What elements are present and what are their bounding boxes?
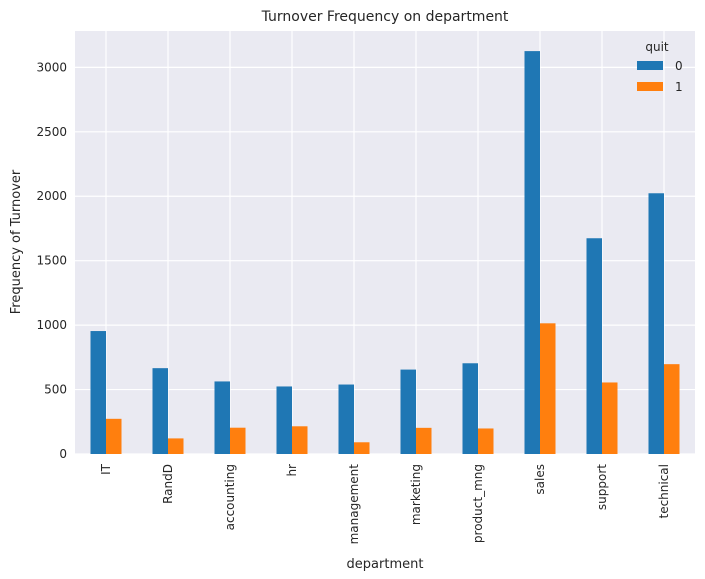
chart-title: Turnover Frequency on department [261,9,509,25]
bar-IT-series-1 [106,418,122,454]
bar-technical-series-0 [648,193,664,454]
legend: quit 0 1 [637,40,683,94]
bars [90,51,680,455]
y-tick-label: 2000 [36,189,67,203]
x-axis-label: department [347,557,424,572]
bar-RandD-series-1 [168,438,184,454]
x-tick-label: accounting [223,464,237,530]
x-tick-label: product_mng [471,464,485,543]
legend-label-1: 1 [675,80,683,94]
y-tick-label: 1000 [36,318,67,332]
legend-title: quit [645,40,669,54]
legend-swatch-0 [637,61,663,70]
legend-label-0: 0 [675,59,683,73]
y-tick-label: 2500 [36,125,67,139]
x-tick-label: management [347,464,361,545]
x-tick-label: hr [285,464,299,477]
y-tick-label: 1500 [36,254,67,268]
bar-accounting-series-0 [214,381,230,454]
y-tick-label: 500 [44,383,67,397]
bar-sales-series-0 [524,51,540,455]
bar-product_mng-series-0 [462,363,478,454]
bar-IT-series-0 [90,331,106,454]
x-tick-label: IT [99,463,113,475]
bar-product_mng-series-1 [478,428,494,454]
bar-marketing-series-0 [400,369,416,454]
x-tick-label: support [595,464,609,510]
x-tick-label: marketing [409,464,423,525]
x-tick-label: sales [533,464,547,495]
bar-support-series-0 [586,238,602,454]
bar-hr-series-1 [292,426,308,454]
bar-technical-series-1 [664,364,680,454]
y-axis-ticks: 0 500 1000 1500 2000 2500 3000 [36,60,67,461]
bar-accounting-series-1 [230,427,246,454]
y-axis-label: Frequency of Turnover [9,169,24,314]
bar-marketing-series-1 [416,427,432,454]
bar-RandD-series-0 [152,368,168,454]
x-axis-ticks: IT RandD accounting hr management marketing pr… [99,463,671,544]
legend-swatch-1 [637,82,663,91]
bar-sales-series-1 [540,323,556,454]
bar-hr-series-0 [276,386,292,454]
bar-support-series-1 [602,382,618,454]
bar-management-series-0 [338,384,354,454]
x-tick-label: RandD [161,464,175,504]
y-tick-label: 3000 [36,60,67,74]
x-tick-label: technical [657,464,671,519]
y-tick-label: 0 [59,447,67,461]
bar-management-series-1 [354,442,370,454]
